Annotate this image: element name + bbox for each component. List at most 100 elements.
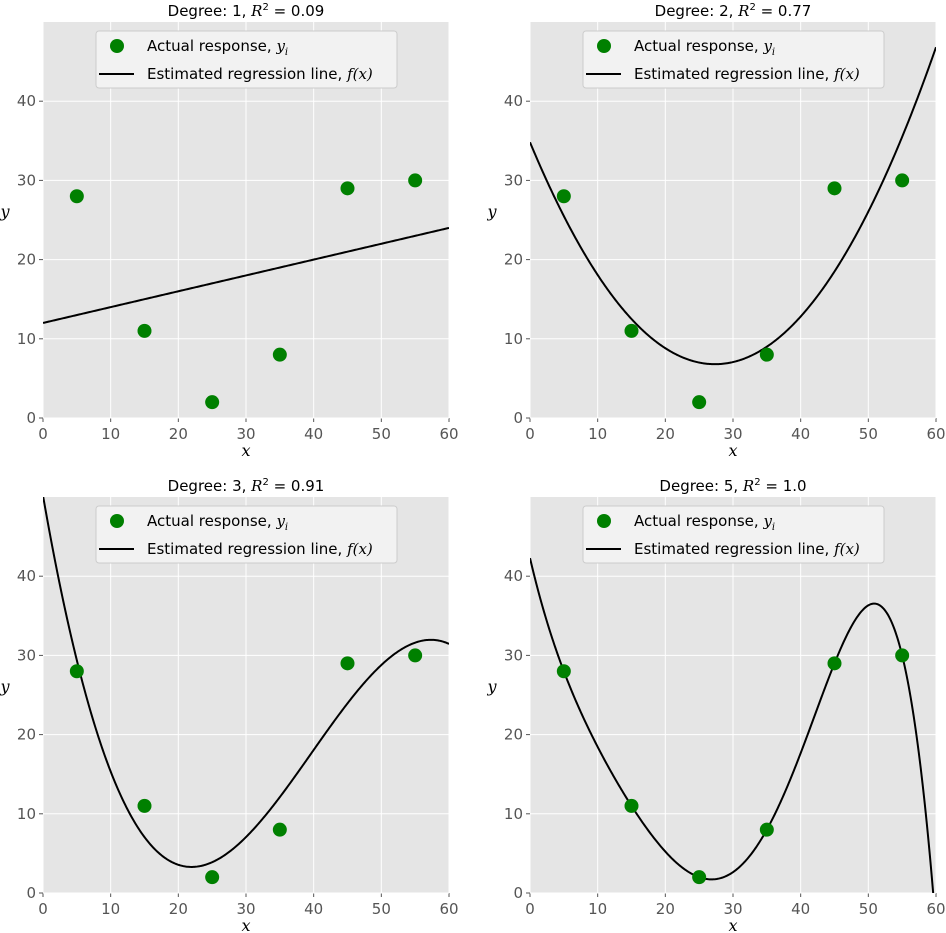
data-point <box>895 173 910 188</box>
legend-marker-points <box>110 514 124 528</box>
title-r2-value: = 0.91 <box>269 477 325 495</box>
legend-marker-points <box>110 39 124 53</box>
x-tick-label: 0 <box>38 425 48 443</box>
x-tick-label: 50 <box>372 425 391 443</box>
y-tick-label: 10 <box>17 805 36 823</box>
data-point <box>137 323 152 338</box>
data-point <box>69 664 84 679</box>
title-r2-value: = 0.77 <box>756 2 812 20</box>
x-tick-label: 0 <box>525 425 535 443</box>
legend-line-var: f(x) <box>346 65 373 83</box>
subplot-title: Degree: 5, R2 = 1.0 <box>659 477 806 495</box>
y-tick-label: 40 <box>504 567 523 585</box>
x-axis-label: x <box>241 916 250 933</box>
y-tick-label: 0 <box>26 884 36 902</box>
x-tick-label: 40 <box>791 900 810 918</box>
legend-line-text: Estimated regression line, <box>634 65 834 83</box>
x-tick-label: 40 <box>304 900 323 918</box>
legend-box <box>95 505 398 564</box>
subplot-degree-5: 0 10 20 30 40 50 60 0 10 20 30 40 x y Degree: 5, R2 = … <box>486 477 945 933</box>
legend-points-var: y <box>275 37 285 55</box>
y-tick-label: 0 <box>513 884 523 902</box>
regression-line <box>43 226 449 324</box>
legend-points-var: y <box>762 37 772 55</box>
x-tick-label: 30 <box>723 900 742 918</box>
x-tick-label: 30 <box>723 425 742 443</box>
y-axis-label: y <box>486 677 497 696</box>
legend-points-sub: i <box>285 47 288 58</box>
x-axis-label: x <box>728 441 737 460</box>
y-tick-label: 20 <box>17 251 36 269</box>
subplot-title: Degree: 3, R2 = 0.91 <box>168 477 325 495</box>
x-tick-label: 30 <box>236 900 255 918</box>
title-r2-value: = 0.09 <box>269 2 325 20</box>
title-r2-symbol: R <box>250 477 262 495</box>
data-point <box>556 189 571 204</box>
x-tick-label: 20 <box>656 900 675 918</box>
legend-label-line: Estimated regression line, f(x) <box>634 540 860 558</box>
data-point <box>895 648 910 663</box>
x-tick-label: 30 <box>236 425 255 443</box>
data-point <box>759 347 774 362</box>
title-r2-value: = 1.0 <box>761 477 807 495</box>
regression-line <box>530 557 935 893</box>
data-point <box>272 822 287 837</box>
regression-line <box>530 46 936 366</box>
legend-line-var: f(x) <box>833 540 860 558</box>
legend: Actual response, yi Estimated regression … <box>95 505 398 564</box>
data-point <box>624 798 639 813</box>
legend-marker-points <box>597 39 611 53</box>
y-axis-label: y <box>0 202 10 221</box>
x-tick-label: 0 <box>525 900 535 918</box>
y-tick-label: 40 <box>17 92 36 110</box>
title-degree: Degree: 1, <box>168 2 252 20</box>
y-tick-label: 0 <box>26 409 36 427</box>
y-tick-label: 10 <box>504 805 523 823</box>
y-tick-label: 40 <box>17 567 36 585</box>
legend-points-var: y <box>275 512 285 530</box>
legend-points-text: Actual response, <box>147 37 276 55</box>
x-tick-label: 40 <box>304 425 323 443</box>
title-r2-exponent: 2 <box>262 2 268 13</box>
legend-label-points: Actual response, yi <box>634 512 775 533</box>
data-point <box>205 870 220 885</box>
legend-label-points: Actual response, yi <box>147 37 288 58</box>
y-tick-label: 20 <box>17 726 36 744</box>
y-tick-label: 10 <box>504 330 523 348</box>
legend: Actual response, yi Estimated regression … <box>582 505 885 564</box>
data-point <box>827 656 842 671</box>
legend-points-text: Actual response, <box>147 512 276 530</box>
y-tick-label: 30 <box>504 646 523 664</box>
legend-label-points: Actual response, yi <box>634 37 775 58</box>
legend: Actual response, yi Estimated regression … <box>95 30 398 89</box>
y-axis-label: y <box>486 202 497 221</box>
x-tick-label: 60 <box>926 900 945 918</box>
x-tick-label: 40 <box>791 425 810 443</box>
legend-points-text: Actual response, <box>634 512 763 530</box>
legend-line-var: f(x) <box>833 65 860 83</box>
y-tick-label: 10 <box>17 330 36 348</box>
title-r2-exponent: 2 <box>754 477 760 488</box>
legend-points-sub: i <box>772 522 775 533</box>
y-tick-label: 20 <box>504 726 523 744</box>
legend-label-points: Actual response, yi <box>147 512 288 533</box>
data-point <box>408 173 423 188</box>
data-point <box>340 656 355 671</box>
legend-label-line: Estimated regression line, f(x) <box>147 540 373 558</box>
x-axis-label: x <box>728 916 737 933</box>
x-tick-label: 10 <box>588 900 607 918</box>
x-tick-label: 10 <box>588 425 607 443</box>
legend-points-sub: i <box>285 522 288 533</box>
data-point <box>69 189 84 204</box>
x-tick-label: 0 <box>38 900 48 918</box>
title-r2-symbol: R <box>742 477 754 495</box>
data-point <box>272 347 287 362</box>
x-tick-label: 10 <box>101 425 120 443</box>
x-tick-label: 10 <box>101 900 120 918</box>
x-tick-label: 60 <box>439 425 458 443</box>
legend: Actual response, yi Estimated regression … <box>582 30 885 89</box>
legend-points-text: Actual response, <box>634 37 763 55</box>
x-tick-label: 50 <box>859 425 878 443</box>
data-point <box>692 395 707 410</box>
